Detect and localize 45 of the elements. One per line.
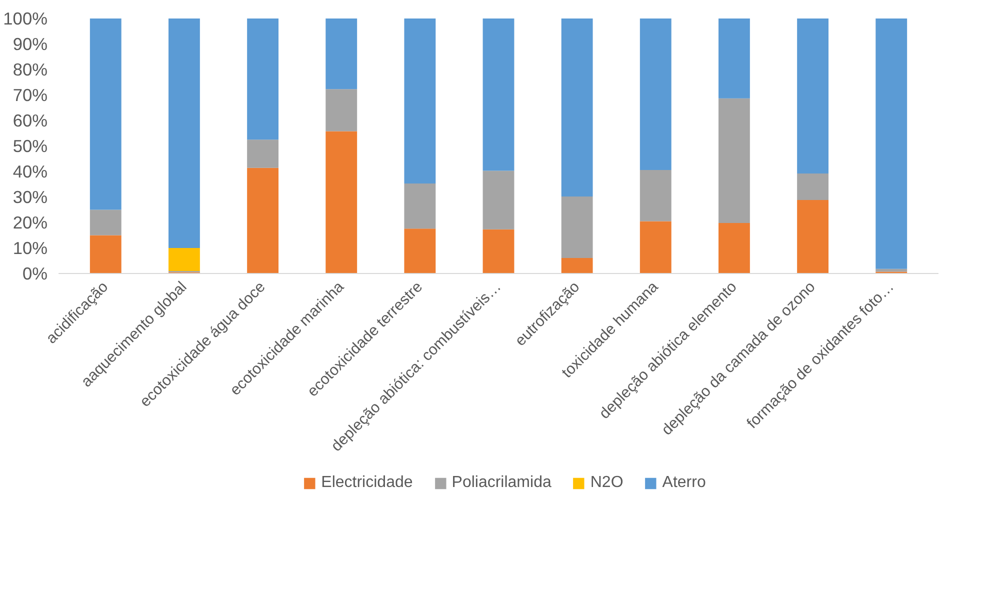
bar (90, 210, 122, 236)
bar (561, 18, 593, 196)
y-tick-label: 40% (12, 162, 48, 182)
bar (797, 18, 828, 174)
bar (876, 18, 908, 269)
bar (247, 140, 278, 168)
bar (482, 229, 514, 274)
y-tick-label: 50% (12, 136, 48, 156)
bar (482, 18, 514, 171)
y-tick-label: 70% (12, 85, 48, 105)
legend-label: N2O (590, 474, 624, 492)
y-tick-label: 90% (12, 34, 48, 54)
legend-label: Aterro (662, 474, 706, 492)
y-tick-label: 60% (12, 110, 48, 130)
bar (90, 18, 122, 210)
bar (404, 18, 436, 184)
bar (640, 170, 672, 222)
y-tick-label: 80% (12, 60, 48, 80)
bar (247, 168, 278, 274)
bar (797, 174, 828, 200)
bar (326, 89, 358, 132)
bar (640, 18, 672, 170)
bar (640, 221, 672, 274)
bar (247, 18, 278, 140)
y-tick-label: 30% (12, 187, 48, 207)
bar (718, 18, 750, 98)
bar (561, 258, 593, 274)
bar (326, 131, 358, 274)
bar (168, 18, 200, 248)
bar (326, 18, 358, 90)
bar (404, 183, 436, 229)
y-tick-label: 100% (3, 8, 48, 28)
y-tick-label: 20% (12, 212, 48, 232)
legend-label: Electricidade (321, 474, 413, 492)
bar (718, 223, 750, 274)
bar (561, 196, 593, 258)
legend-label: Poliacrilamida (452, 474, 552, 492)
bar (797, 200, 828, 274)
bar (404, 228, 436, 274)
bar (482, 170, 514, 230)
y-tick-label: 10% (12, 238, 48, 258)
y-tick-label: 0% (22, 264, 48, 284)
bar (90, 235, 122, 274)
bar (168, 248, 200, 271)
bar (718, 98, 750, 224)
